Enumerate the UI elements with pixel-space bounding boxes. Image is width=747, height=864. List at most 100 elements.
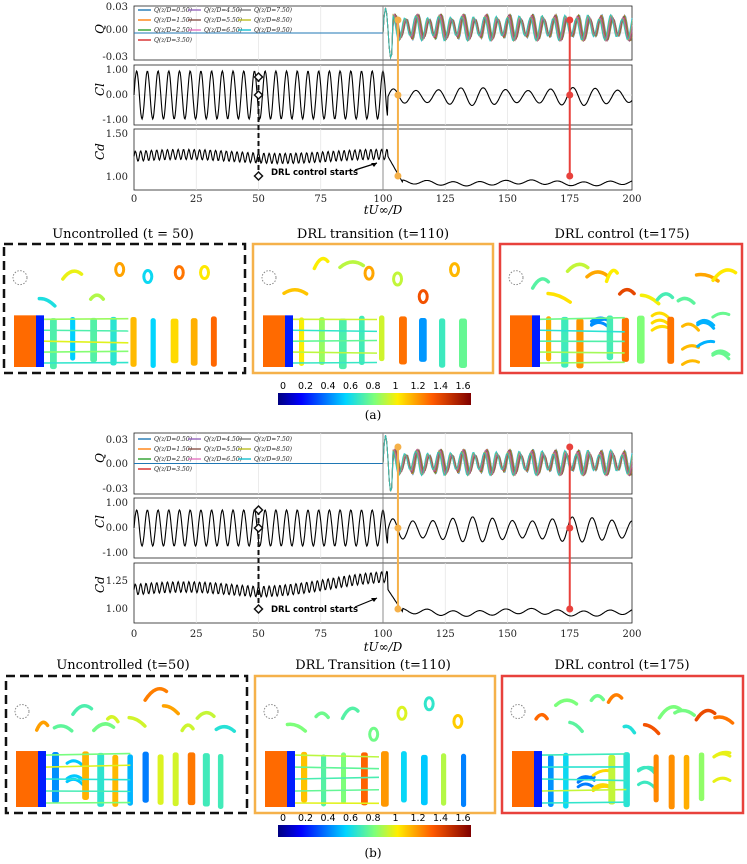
spanwise-vortex-tube (321, 754, 327, 807)
xtick-label: 150 (498, 194, 517, 205)
panel-title-control-a: DRL control (t=175) (554, 227, 689, 242)
colorbar-tick-label: 0.2 (298, 813, 313, 824)
vortex-filament (655, 292, 675, 302)
spanwise-vortex-tube (667, 316, 675, 364)
cylinder-outline (508, 270, 524, 286)
cylinder-side-slab (263, 315, 285, 367)
xtick-label: 0 (131, 629, 137, 640)
colorbar-tick-label: 0 (280, 813, 286, 824)
spanwise-vortex-tube (421, 754, 428, 806)
q-ylabel-a: Q (93, 24, 107, 34)
spanwise-vortex-tube (576, 318, 584, 369)
xtick-label: 75 (314, 194, 327, 205)
streamwise-vortex (590, 321, 609, 328)
streamwise-filament (43, 350, 129, 353)
cd-ytick-top-b: 1.25 (106, 576, 128, 587)
colorbar-ticks-b: 0 0.2 0.4 0.6 0.8 1 1.2 1.4 1.6 (280, 813, 471, 824)
spanwise-vortex-tube (563, 752, 569, 809)
near-wake-band (38, 751, 46, 807)
vortex-filament (340, 706, 360, 721)
cd-ytick-top-a: 1.50 (106, 129, 128, 140)
streamwise-filament (541, 801, 627, 804)
streamwise-vortex (712, 776, 732, 783)
streamwise-vortex (65, 759, 85, 768)
colorbar-tick-label: 0.6 (343, 381, 358, 392)
vortex-filament (61, 269, 84, 281)
xtick-label: 25 (190, 194, 203, 205)
spanwise-vortex-tube (202, 753, 210, 807)
legend-label: Q(z/D=0.50) (154, 436, 193, 443)
cylinder-outline (12, 270, 28, 286)
vortex-filament (214, 724, 237, 733)
cylinder-side-slab (14, 315, 36, 367)
streamwise-filament (43, 317, 129, 321)
vortex-filament (639, 293, 661, 306)
cylinder-outline (263, 704, 279, 720)
colorbar-tick-label: 0.8 (365, 381, 380, 392)
xtick-label: 125 (436, 629, 455, 640)
xticks-a: 0 25 50 75 100 125 150 175 200 (131, 194, 642, 205)
q-ytick-bot-b: -0.03 (102, 484, 128, 495)
spanwise-vortex-tube (623, 752, 630, 808)
colorbar-tick-label: 0 (280, 381, 286, 392)
spanwise-vortex-tube (459, 318, 467, 368)
caption-a: (a) (365, 408, 382, 422)
xtick-label: 100 (373, 194, 392, 205)
spanwise-vortex-tube (150, 318, 156, 369)
streamwise-filament (292, 329, 378, 333)
vortex-filament (314, 711, 330, 720)
xlabel-b: tU∞/D (364, 640, 403, 654)
cd-ytick-bot-a: 1.00 (106, 172, 128, 183)
spanwise-vortex-tube (668, 754, 675, 810)
streamwise-filament (43, 340, 129, 344)
legend-label: Q(z/D=6.50) (204, 456, 243, 463)
xtick-label: 50 (252, 194, 265, 205)
cl-ytick-top-b: 1.00 (106, 498, 128, 509)
vortex-filament (71, 704, 94, 717)
xtick-label: 200 (622, 194, 641, 205)
vortex-filament (546, 291, 572, 304)
xtick-label: 175 (560, 194, 579, 205)
vortex-ring (363, 265, 375, 281)
cl-ytick-mid-a: 0.00 (106, 90, 128, 101)
legend-label: Q(z/D=1.50) (154, 17, 193, 24)
legend-label: Q(z/D=8.50) (254, 17, 293, 24)
panel-title-control-b: DRL control (t=175) (554, 658, 689, 673)
vortex-filament (568, 720, 584, 734)
spanwise-vortex-tube (217, 753, 224, 809)
vortex-filament (604, 268, 619, 284)
spanwise-vortex-tube (621, 317, 629, 362)
vortex-filament (676, 296, 696, 305)
spanwise-vortex-tube (381, 751, 389, 807)
plots-a (133, 6, 633, 190)
spanwise-vortex-tube (301, 751, 308, 803)
vortex-filament (285, 722, 308, 733)
near-wake-band (534, 751, 542, 807)
q-ytick-bot-a: -0.03 (102, 52, 128, 63)
streamwise-filament (539, 361, 625, 364)
colorbar-tick-label: 0.4 (320, 381, 335, 392)
time-marker-point (394, 524, 402, 532)
vortex-filament (88, 293, 106, 301)
spanwise-vortex-tube (683, 754, 690, 810)
time-marker-point (253, 71, 264, 83)
cl-ylabel-b: Cl (93, 515, 107, 528)
legend-b: Q(z/D=0.50) Q(z/D=1.50) Q(z/D=2.50) Q(z/D=3… (138, 436, 293, 473)
spanwise-vortex-tube (70, 316, 76, 361)
vortex-ring (449, 262, 461, 278)
vortex-ring (452, 713, 464, 729)
streamwise-filament (292, 351, 378, 354)
colorbar-tick-label: 0.6 (343, 813, 358, 824)
spanwise-vortex-tube (399, 316, 407, 365)
colorbar-tick-label: 1.2 (410, 813, 425, 824)
streamwise-filament (294, 754, 380, 758)
vortex-filament (195, 710, 216, 720)
legend-label: Q(z/D=5.50) (204, 17, 243, 24)
spanwise-vortex-tube (210, 316, 217, 367)
legend-label: Q(z/D=1.50) (154, 446, 193, 453)
time-marker-point (253, 522, 264, 534)
legend-label: Q(z/D=0.50) (154, 7, 193, 14)
streamwise-vortex (696, 320, 716, 330)
streamwise-filament (541, 753, 627, 756)
vortex-visualizations-b (14, 687, 735, 810)
